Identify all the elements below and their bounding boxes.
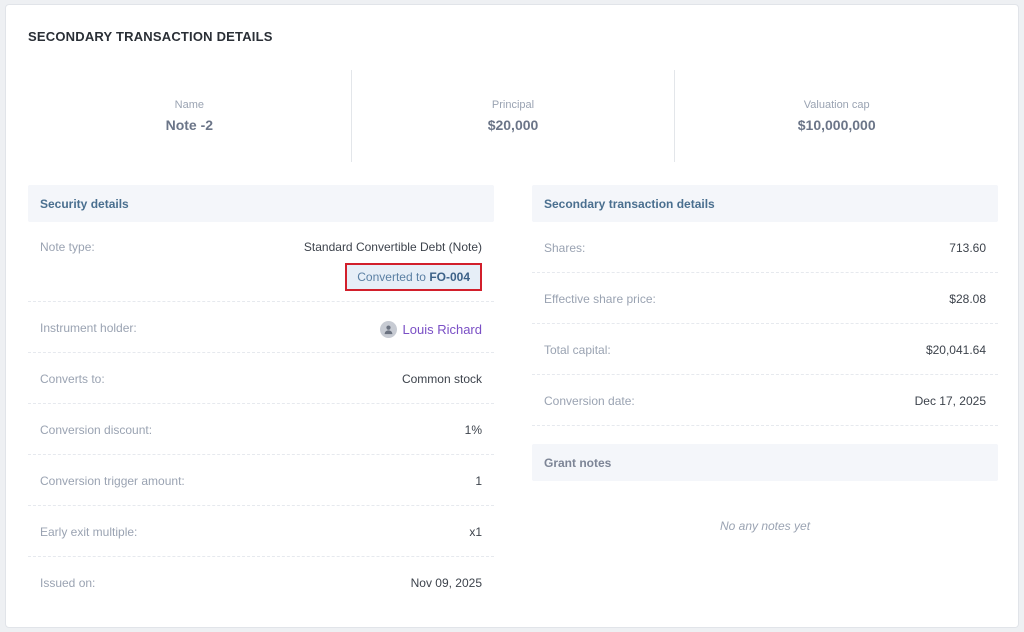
detail-row-conversion-trigger-amount: Conversion trigger amount: 1 — [28, 455, 494, 506]
detail-row-conversion-date: Conversion date: Dec 17, 2025 — [532, 375, 998, 426]
row-label: Total capital: — [544, 343, 611, 357]
grant-notes-header: Grant notes — [532, 444, 998, 481]
detail-row-conversion-discount: Conversion discount: 1% — [28, 404, 494, 455]
converted-to-badge[interactable]: Converted to FO-004 — [345, 263, 482, 291]
row-label: Instrument holder: — [40, 321, 137, 335]
row-label: Note type: — [40, 240, 95, 254]
converted-prefix: Converted to — [357, 270, 430, 284]
detail-row-total-capital: Total capital: $20,041.64 — [532, 324, 998, 375]
row-label: Shares: — [544, 241, 586, 255]
summary-value: $20,000 — [487, 117, 539, 133]
detail-row-issued-on: Issued on: Nov 09, 2025 — [28, 557, 494, 608]
row-value: $20,041.64 — [925, 343, 986, 357]
instrument-holder-link[interactable]: Louis Richard — [402, 322, 483, 337]
grant-notes-section: Grant notes No any notes yet — [532, 444, 998, 533]
secondary-transaction-panel: Secondary transaction details Shares: 71… — [532, 185, 998, 533]
converted-id: FO-004 — [429, 270, 470, 284]
row-label: Effective share price: — [544, 292, 656, 306]
detail-row-note-type: Note type: Standard Convertible Debt (No… — [28, 222, 494, 302]
transaction-details-card: SECONDARY TRANSACTION DETAILS Name Note … — [5, 4, 1019, 628]
note-type-value: Standard Convertible Debt (Note) Convert… — [304, 240, 482, 291]
security-details-panel: Security details Note type: Standard Con… — [28, 185, 494, 608]
row-value: 713.60 — [949, 241, 986, 255]
detail-row-instrument-holder: Instrument holder: Louis Richard — [28, 302, 494, 353]
row-value: $28.08 — [949, 292, 986, 306]
summary-label: Name — [174, 99, 204, 111]
row-label: Converts to: — [40, 372, 105, 386]
row-label: Early exit multiple: — [40, 525, 138, 539]
row-label: Conversion discount: — [40, 423, 153, 437]
row-value: Dec 17, 2025 — [914, 394, 986, 408]
summary-valuation-cap: Valuation cap $10,000,000 — [675, 70, 998, 162]
summary-value: $10,000,000 — [797, 117, 876, 133]
instrument-holder[interactable]: Louis Richard — [379, 321, 483, 338]
summary-name: Name Note -2 — [28, 70, 352, 162]
page-title: SECONDARY TRANSACTION DETAILS — [28, 29, 273, 44]
summary-strip: Name Note -2 Principal $20,000 Valuation… — [28, 70, 998, 162]
row-label: Conversion trigger amount: — [40, 474, 185, 488]
detail-row-converts-to: Converts to: Common stock — [28, 353, 494, 404]
grant-notes-empty-state: No any notes yet — [719, 519, 811, 533]
summary-label: Valuation cap — [803, 99, 870, 111]
row-value: 1 — [475, 474, 482, 488]
secondary-transaction-header: Secondary transaction details — [532, 185, 998, 222]
detail-row-shares: Shares: 713.60 — [532, 222, 998, 273]
summary-principal: Principal $20,000 — [352, 70, 676, 162]
security-details-header: Security details — [28, 185, 494, 222]
row-label: Issued on: — [40, 576, 96, 590]
summary-value: Note -2 — [165, 117, 214, 133]
row-value: x1 — [469, 525, 482, 539]
row-value: Common stock — [401, 372, 482, 386]
row-value: Standard Convertible Debt (Note) — [303, 240, 482, 254]
user-avatar-icon — [379, 321, 397, 338]
detail-row-effective-share-price: Effective share price: $28.08 — [532, 273, 998, 324]
summary-label: Principal — [491, 99, 535, 111]
row-value: 1% — [464, 423, 482, 437]
row-label: Conversion date: — [544, 394, 635, 408]
detail-row-early-exit-multiple: Early exit multiple: x1 — [28, 506, 494, 557]
row-value: Nov 09, 2025 — [410, 576, 482, 590]
